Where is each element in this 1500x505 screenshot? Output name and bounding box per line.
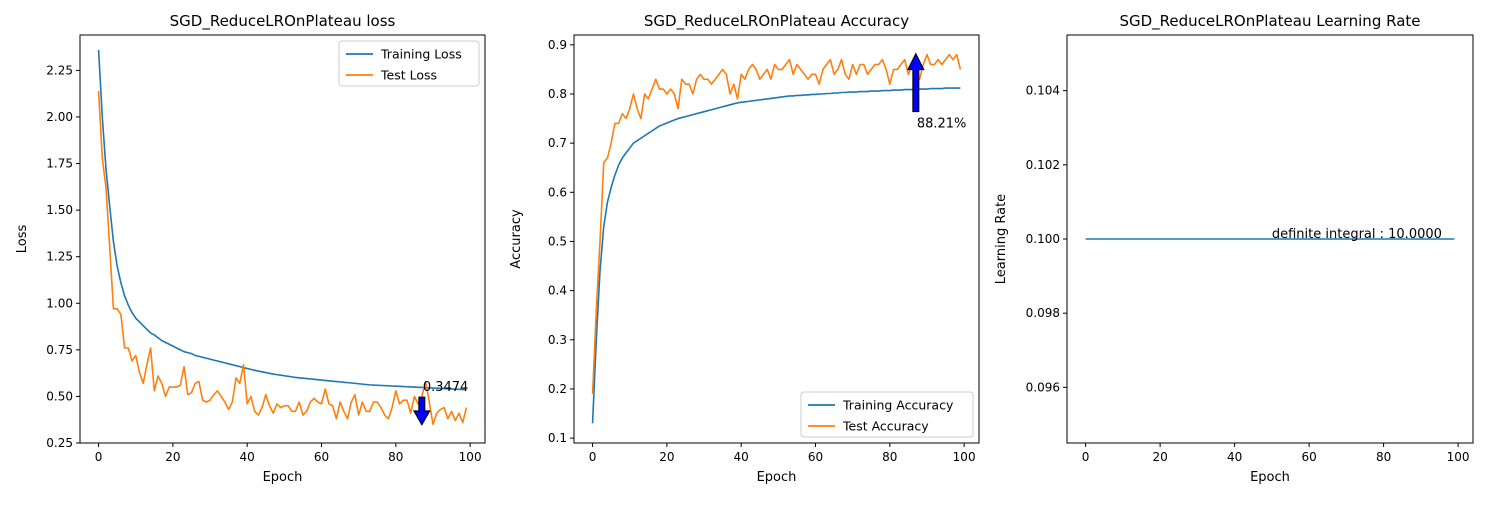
y-tick-label: 0.4 [548,284,567,298]
x-tick-label: 60 [1301,450,1316,464]
legend-box [338,40,480,87]
y-tick-label: 0.9 [548,38,567,52]
annotation-label: definite integral : 10.0000 [1272,227,1442,242]
x-tick-label: 0 [589,450,597,464]
series-line-test-accuracy [591,53,962,394]
chart-title: SGD_ReduceLROnPlateau loss [170,12,396,31]
legend-box [800,391,974,438]
annotation-arrow-up [907,52,925,113]
x-tick-label: 60 [808,450,823,464]
x-axis-label: Epoch [263,470,303,485]
x-tick-label: 100 [459,450,482,464]
y-tick-label: 0.096 [1026,380,1060,394]
y-tick-label: 0.3 [548,333,567,347]
y-tick-label: 1.25 [46,250,73,264]
chart-title: SGD_ReduceLROnPlateau Learning Rate [1119,12,1420,31]
x-axis-label: Epoch [757,470,797,485]
x-tick-label: 20 [165,450,180,464]
chart-panel-1: SGD_ReduceLROnPlateau loss 0 20 40 60 80 100 0.… [15,12,486,485]
y-tick-label: 0.50 [46,389,73,403]
y-tick-label: 0.102 [1026,158,1060,172]
series-line-test-loss [97,90,468,426]
x-tick-label: 80 [1376,450,1391,464]
x-tick-label: 20 [659,450,674,464]
y-tick-label: 1.75 [46,157,73,171]
legend: Training Loss Test Loss [338,40,480,87]
x-tick-label: 0 [95,450,103,464]
y-tick-label: 2.25 [46,63,73,77]
y-axis-label: Learning Rate [994,194,1009,284]
legend-label: Training Accuracy [842,398,954,413]
y-tick-label: 0.1 [548,431,567,445]
x-tick-label: 100 [1447,450,1470,464]
x-tick-label: 100 [953,450,976,464]
y-tick-label: 0.8 [548,87,567,101]
x-tick-label: 40 [240,450,255,464]
x-tick-label: 80 [882,450,897,464]
y-tick-label: 0.6 [548,185,567,199]
legend: Training Accuracy Test Accuracy [800,391,974,438]
x-tick-label: 60 [314,450,329,464]
annotation-label: 88.21% [917,117,967,132]
axes-frame [573,34,980,444]
y-tick-label: 1.00 [46,296,73,310]
y-tick-label: 0.2 [548,382,567,396]
y-tick-label: 0.75 [46,343,73,357]
x-tick-label: 40 [1227,450,1242,464]
y-tick-label: 0.104 [1026,84,1060,98]
chart-panel-3: SGD_ReduceLROnPlateau Learning Rate 0 20 40… [994,12,1474,485]
x-axis-label: Epoch [1250,470,1290,485]
annotation-arrow-down [412,396,431,426]
series-line-training-loss [97,49,467,391]
chart-panel-2: SGD_ReduceLROnPlateau Accuracy 0 20 40 60 80 1… [509,12,980,485]
y-tick-label: 0.098 [1026,306,1060,320]
legend-label: Test Accuracy [842,419,929,434]
axes-frame [1066,34,1474,444]
y-tick-label: 0.100 [1026,232,1060,246]
y-tick-label: 0.7 [548,136,567,150]
x-tick-label: 20 [1152,450,1167,464]
y-tick-label: 1.50 [46,203,73,217]
series-line-training-accuracy [591,87,961,424]
y-axis-label: Loss [15,225,30,254]
x-tick-label: 0 [1082,450,1090,464]
legend-label: Training Loss [380,47,462,62]
chart-title: SGD_ReduceLROnPlateau Accuracy [644,12,909,31]
x-tick-label: 80 [388,450,403,464]
legend-label: Test Loss [380,68,437,83]
y-tick-label: 0.5 [548,234,567,248]
y-tick-label: 0.25 [46,436,73,450]
axes-frame [79,34,486,444]
annotation-label: 0.3474 [423,380,469,395]
y-axis-label: Accuracy [509,209,524,269]
y-tick-label: 2.00 [46,110,73,124]
x-tick-label: 40 [734,450,749,464]
